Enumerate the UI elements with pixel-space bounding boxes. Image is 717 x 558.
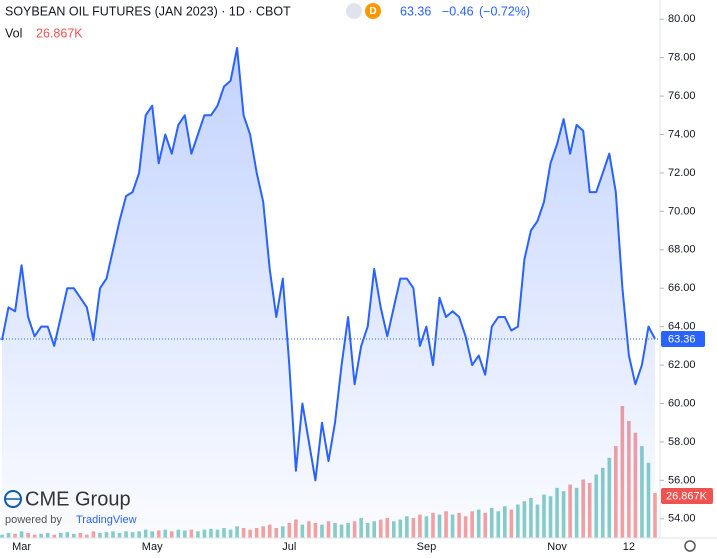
x-tick-label: 12: [623, 541, 635, 553]
y-tick-label: 56.00: [668, 474, 696, 486]
badge-bg: [346, 3, 362, 19]
change: −0.46: [442, 4, 474, 18]
y-tick-label: 76.00: [668, 90, 696, 102]
powered-brand: TradingView: [76, 514, 137, 526]
y-tick-label: 72.00: [668, 167, 696, 179]
brand-name: CME Group: [25, 488, 131, 510]
y-tick-label: 64.00: [668, 321, 696, 333]
y-tick-label: 68.00: [668, 244, 696, 256]
y-tick-label: 80.00: [668, 13, 696, 25]
x-tick-label: Mar: [12, 541, 31, 553]
y-tick-label: 78.00: [668, 52, 696, 64]
price-line: [1, 47, 656, 482]
x-tick-label: Sep: [417, 541, 437, 553]
settings-icon[interactable]: [684, 540, 696, 552]
change-pct: (−0.72%): [479, 4, 530, 18]
y-tick-label: 60.00: [668, 397, 696, 409]
x-tick-label: Jul: [282, 541, 296, 553]
y-tick-label: 58.00: [668, 436, 696, 448]
volume-badge-label: 26.867K: [666, 490, 708, 502]
volume-bar: [0, 534, 4, 538]
volume-name: Vol: [5, 26, 22, 40]
chart-title: SOYBEAN OIL FUTURES (JAN 2023) · 1D · CB…: [5, 4, 291, 18]
y-tick-label: 70.00: [668, 205, 696, 217]
x-tick-label: May: [142, 541, 163, 553]
price-badge: [661, 330, 705, 347]
price-badge-label: 63.36: [668, 333, 696, 345]
powered-by: powered by: [5, 514, 62, 526]
volume-value: 26.867K: [36, 26, 83, 40]
interval-badge: D: [369, 6, 376, 17]
badge-bg: [365, 3, 381, 19]
last-price: 63.36: [400, 4, 431, 18]
x-tick-label: Nov: [547, 541, 567, 553]
y-tick-label: 62.00: [668, 359, 696, 371]
y-tick-label: 66.00: [668, 282, 696, 294]
volume-badge: [661, 488, 713, 504]
y-tick-label: 74.00: [668, 128, 696, 140]
y-tick-label: 54.00: [668, 513, 696, 525]
area-fill: [2, 48, 655, 538]
